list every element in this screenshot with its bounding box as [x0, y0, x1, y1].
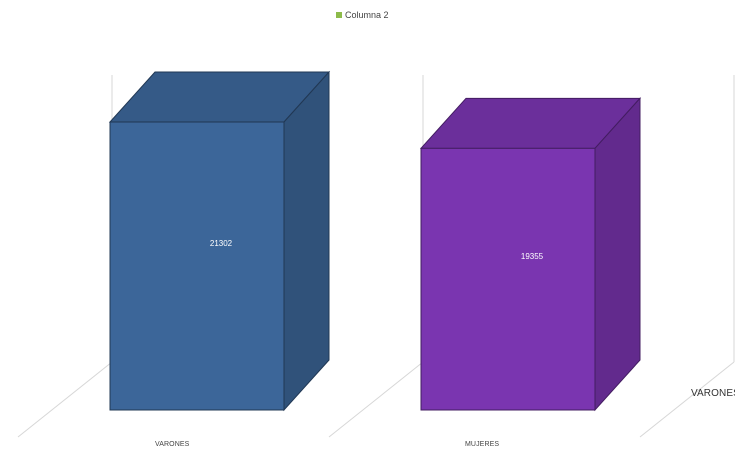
- legend-swatch-icon: [336, 12, 342, 18]
- bar-side-face: [594, 97, 641, 412]
- x-tick-label: VARONES: [155, 441, 190, 448]
- bar-data-label: 19355: [521, 252, 544, 261]
- legend-label: Columna 2: [345, 10, 389, 20]
- floor-edge: [328, 361, 424, 438]
- floor-edge: [17, 361, 113, 438]
- bar-front-face: [109, 121, 285, 411]
- floor-edge: [639, 361, 735, 438]
- bar-side-face: [283, 70, 330, 412]
- bar-data-label: 21302: [210, 239, 233, 248]
- x-tick-label: VARONES: [691, 388, 735, 399]
- x-tick-label: MUJERES: [465, 441, 500, 448]
- legend: Columna 2: [336, 10, 389, 20]
- bar-front-face: [420, 147, 596, 411]
